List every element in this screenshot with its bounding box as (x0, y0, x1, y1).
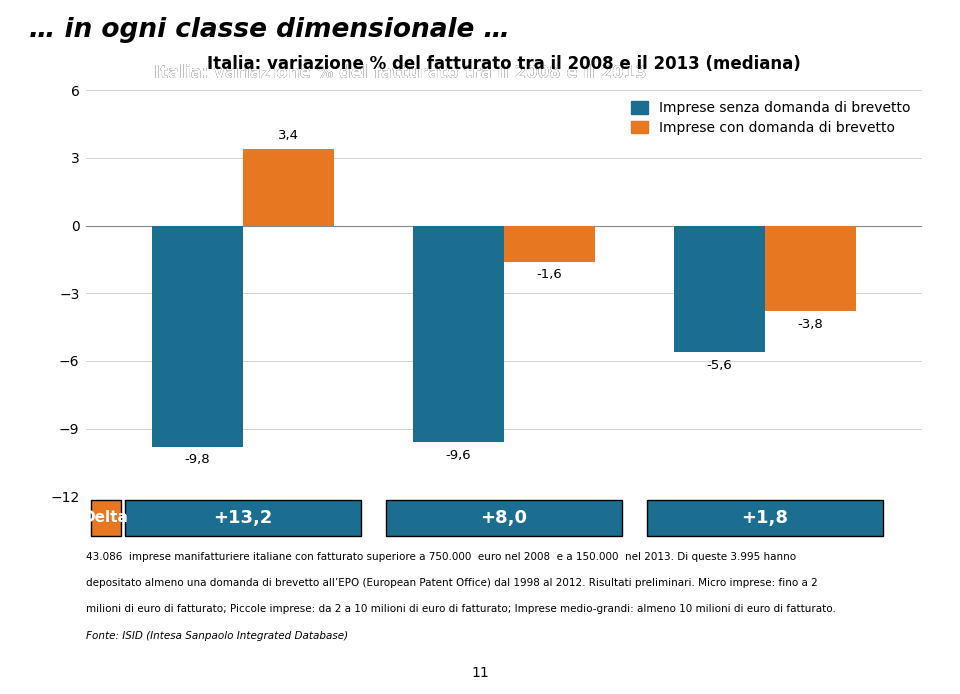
Text: +13,2: +13,2 (213, 509, 273, 527)
Text: -3,8: -3,8 (798, 318, 824, 331)
Text: 43.086  imprese manifatturiere italiane con fatturato superiore a 750.000  euro : 43.086 imprese manifatturiere italiane c… (86, 552, 797, 561)
Text: Italia: variazione % del fatturato tra il 2008 e il 2013 (mediana): Italia: variazione % del fatturato tra i… (154, 64, 747, 82)
Text: Italia: variazione % del fatturato tra il 2008 e il 2013: Italia: variazione % del fatturato tra i… (154, 64, 646, 82)
FancyBboxPatch shape (647, 500, 882, 536)
Text: … in ogni classe dimensionale …: … in ogni classe dimensionale … (29, 17, 510, 43)
Text: +8,0: +8,0 (481, 509, 527, 527)
FancyBboxPatch shape (90, 500, 121, 536)
FancyBboxPatch shape (386, 500, 622, 536)
Text: Delta: Delta (83, 510, 129, 525)
Bar (765, 226, 856, 312)
Text: -1,6: -1,6 (537, 269, 563, 281)
Text: Italia: variazione % del fatturato tra il 2008 e il 2013 (mediana): Italia: variazione % del fatturato tra i… (207, 55, 801, 73)
Bar (674, 226, 765, 352)
Text: depositato almeno una domanda di brevetto all’EPO (European Patent Office) dal 1: depositato almeno una domanda di brevett… (86, 578, 818, 588)
Text: -9,6: -9,6 (445, 449, 471, 462)
Text: Fonte: ISID (Intesa Sanpaolo Integrated Database): Fonte: ISID (Intesa Sanpaolo Integrated … (86, 631, 348, 641)
Text: milioni di euro di fatturato; Piccole imprese: da 2 a 10 milioni di euro di fatt: milioni di euro di fatturato; Piccole im… (86, 604, 836, 614)
Legend: Imprese senza domanda di brevetto, Imprese con domanda di brevetto: Imprese senza domanda di brevetto, Impre… (627, 97, 915, 139)
Text: 3,4: 3,4 (278, 129, 300, 142)
Bar (413, 226, 504, 442)
Text: -5,6: -5,6 (707, 359, 732, 371)
Text: +1,8: +1,8 (741, 509, 788, 527)
Text: 11: 11 (471, 666, 489, 680)
Bar (504, 226, 595, 262)
Bar (152, 226, 243, 447)
FancyBboxPatch shape (126, 500, 361, 536)
Bar (243, 149, 334, 226)
Text: -9,8: -9,8 (184, 453, 210, 466)
